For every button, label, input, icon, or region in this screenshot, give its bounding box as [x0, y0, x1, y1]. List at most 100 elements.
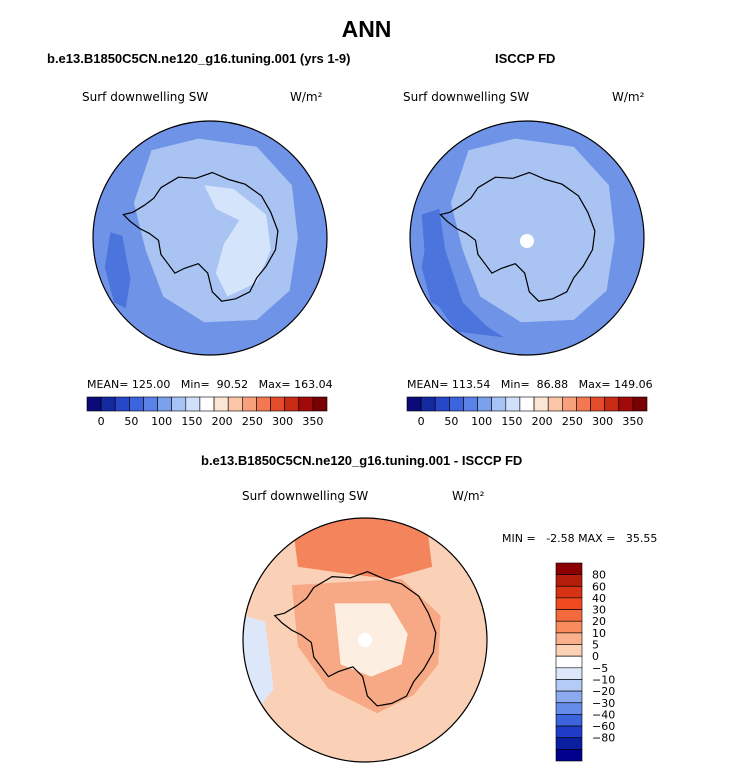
colorbar-swatch: [555, 644, 583, 657]
colorbar-swatch: [555, 597, 583, 610]
colorbar-tick-label: 50: [124, 415, 138, 428]
map-panel-2: [242, 517, 488, 763]
colorbar-swatch: [406, 396, 422, 412]
colorbar-tick-label: 150: [501, 415, 522, 428]
coastline: [273, 571, 437, 707]
colorbar-swatch: [555, 562, 583, 575]
colorbar-swatch: [547, 396, 563, 412]
colorbar-tick-label: −30: [592, 697, 615, 710]
model-subtitle: b.e13.B1850C5CN.ne120_g16.tuning.001 (yr…: [47, 51, 351, 66]
field-pole-missing: [520, 234, 534, 248]
model-min: 90.52: [216, 378, 249, 391]
colorbar-swatch: [555, 702, 583, 715]
colorbar-swatch: [555, 655, 583, 669]
obs-subtitle: ISCCP FD: [495, 51, 556, 66]
colorbar-tick-label: 50: [444, 415, 458, 428]
obs-stats: MEAN= 113.54 Min= 86.88 Max= 149.06: [407, 378, 653, 391]
diff-units-label: W/m²: [452, 489, 485, 503]
diff-max: 35.55: [625, 532, 658, 545]
colorbar-tick-label: 0: [98, 415, 105, 428]
model-variable-label: Surf downwelling SW: [82, 90, 209, 104]
colorbar-swatch: [312, 396, 328, 412]
colorbar-swatch: [555, 714, 583, 727]
colorbar-swatch: [555, 725, 583, 738]
obs-variable-label: Surf downwelling SW: [403, 90, 530, 104]
map-panel-1: [409, 120, 645, 356]
diff-subtitle: b.e13.B1850C5CN.ne120_g16.tuning.001 - I…: [201, 453, 523, 468]
colorbar-swatch: [519, 396, 535, 412]
colorbar-swatch: [555, 679, 583, 692]
colorbar-tick-label: 40: [592, 592, 606, 605]
colorbar-swatch: [555, 690, 583, 703]
colorbar-tick-label: −20: [592, 685, 615, 698]
colorbar-swatch: [561, 396, 577, 412]
model-max: 163.04: [294, 378, 333, 391]
colorbar-1: 0 50 100 150 200 250 300 350: [406, 396, 648, 428]
colorbar-swatch: [434, 396, 450, 412]
coastline: [439, 171, 596, 302]
map-border: [242, 517, 488, 763]
colorbar-swatch: [555, 585, 583, 599]
colorbar-tick-label: 250: [242, 415, 263, 428]
colorbar-tick-label: 100: [471, 415, 492, 428]
colorbar-swatch: [100, 396, 116, 412]
colorbar-swatch: [256, 396, 271, 412]
colorbar-swatch: [129, 396, 144, 412]
colorbar-swatch: [618, 396, 634, 412]
colorbar-tick-label: 10: [592, 627, 606, 640]
map-panel-0: [92, 120, 328, 356]
colorbar-swatch: [555, 667, 583, 680]
colorbar-swatch: [590, 396, 605, 412]
obs-max: 149.06: [614, 378, 653, 391]
colorbar-tick-label: 250: [562, 415, 583, 428]
colorbar-tick-label: −10: [592, 674, 615, 687]
colorbar-swatch: [185, 396, 201, 412]
colorbar-swatch: [143, 396, 158, 412]
colorbar-tick-label: 350: [622, 415, 643, 428]
map-border: [409, 120, 645, 356]
colorbar-swatch: [213, 396, 229, 412]
colorbar-swatch: [477, 396, 493, 412]
colorbar-tick-label: 60: [592, 580, 606, 593]
colorbar-swatch: [284, 396, 300, 412]
colorbar-tick-label: 5: [592, 639, 599, 652]
colorbar-tick-label: 200: [532, 415, 553, 428]
model-mean: 125.00: [131, 378, 171, 391]
colorbar-swatch: [171, 396, 187, 412]
colorbar-swatch: [533, 396, 549, 412]
obs-mean: 113.54: [451, 378, 491, 391]
field-pole-missing: [358, 633, 372, 647]
colorbar-tick-label: 300: [272, 415, 293, 428]
colorbar-swatch: [463, 396, 478, 412]
colorbar-swatch: [505, 396, 521, 412]
colorbar-tick-label: 30: [592, 604, 606, 617]
obs-units-label: W/m²: [612, 90, 645, 104]
colorbar-tick-label: −80: [592, 732, 615, 745]
colorbar-swatch: [199, 396, 215, 412]
colorbar-tick-label: 350: [302, 415, 323, 428]
model-stats: MEAN= 125.00 Min= 90.52 Max= 163.04: [87, 378, 333, 391]
colorbar-swatch: [298, 396, 314, 412]
colorbar-swatch: [632, 396, 648, 412]
field-mid-latitudes: [450, 138, 615, 323]
diff-stats: MIN = -2.58 MAX = 35.55: [502, 532, 658, 545]
field-northern-band: [291, 518, 433, 579]
diff-min: -2.58: [546, 532, 575, 545]
diff-variable-label: Surf downwelling SW: [242, 489, 369, 503]
colorbar-tick-label: 20: [592, 615, 606, 628]
colorbar-swatch: [555, 632, 583, 645]
colorbar-swatch: [576, 396, 591, 412]
colorbar-tick-label: 200: [212, 415, 233, 428]
colorbar-swatch: [491, 396, 507, 412]
colorbar-swatch: [420, 396, 436, 412]
colorbar-tick-label: 0: [418, 415, 425, 428]
colorbar-swatch: [227, 396, 243, 412]
colorbar-swatch: [157, 396, 173, 412]
colorbar-swatch: [555, 737, 583, 750]
colorbar-swatch: [270, 396, 285, 412]
field-plateau: [204, 185, 271, 297]
colorbar-tick-label: −40: [592, 708, 615, 721]
colorbar-swatch: [604, 396, 619, 412]
